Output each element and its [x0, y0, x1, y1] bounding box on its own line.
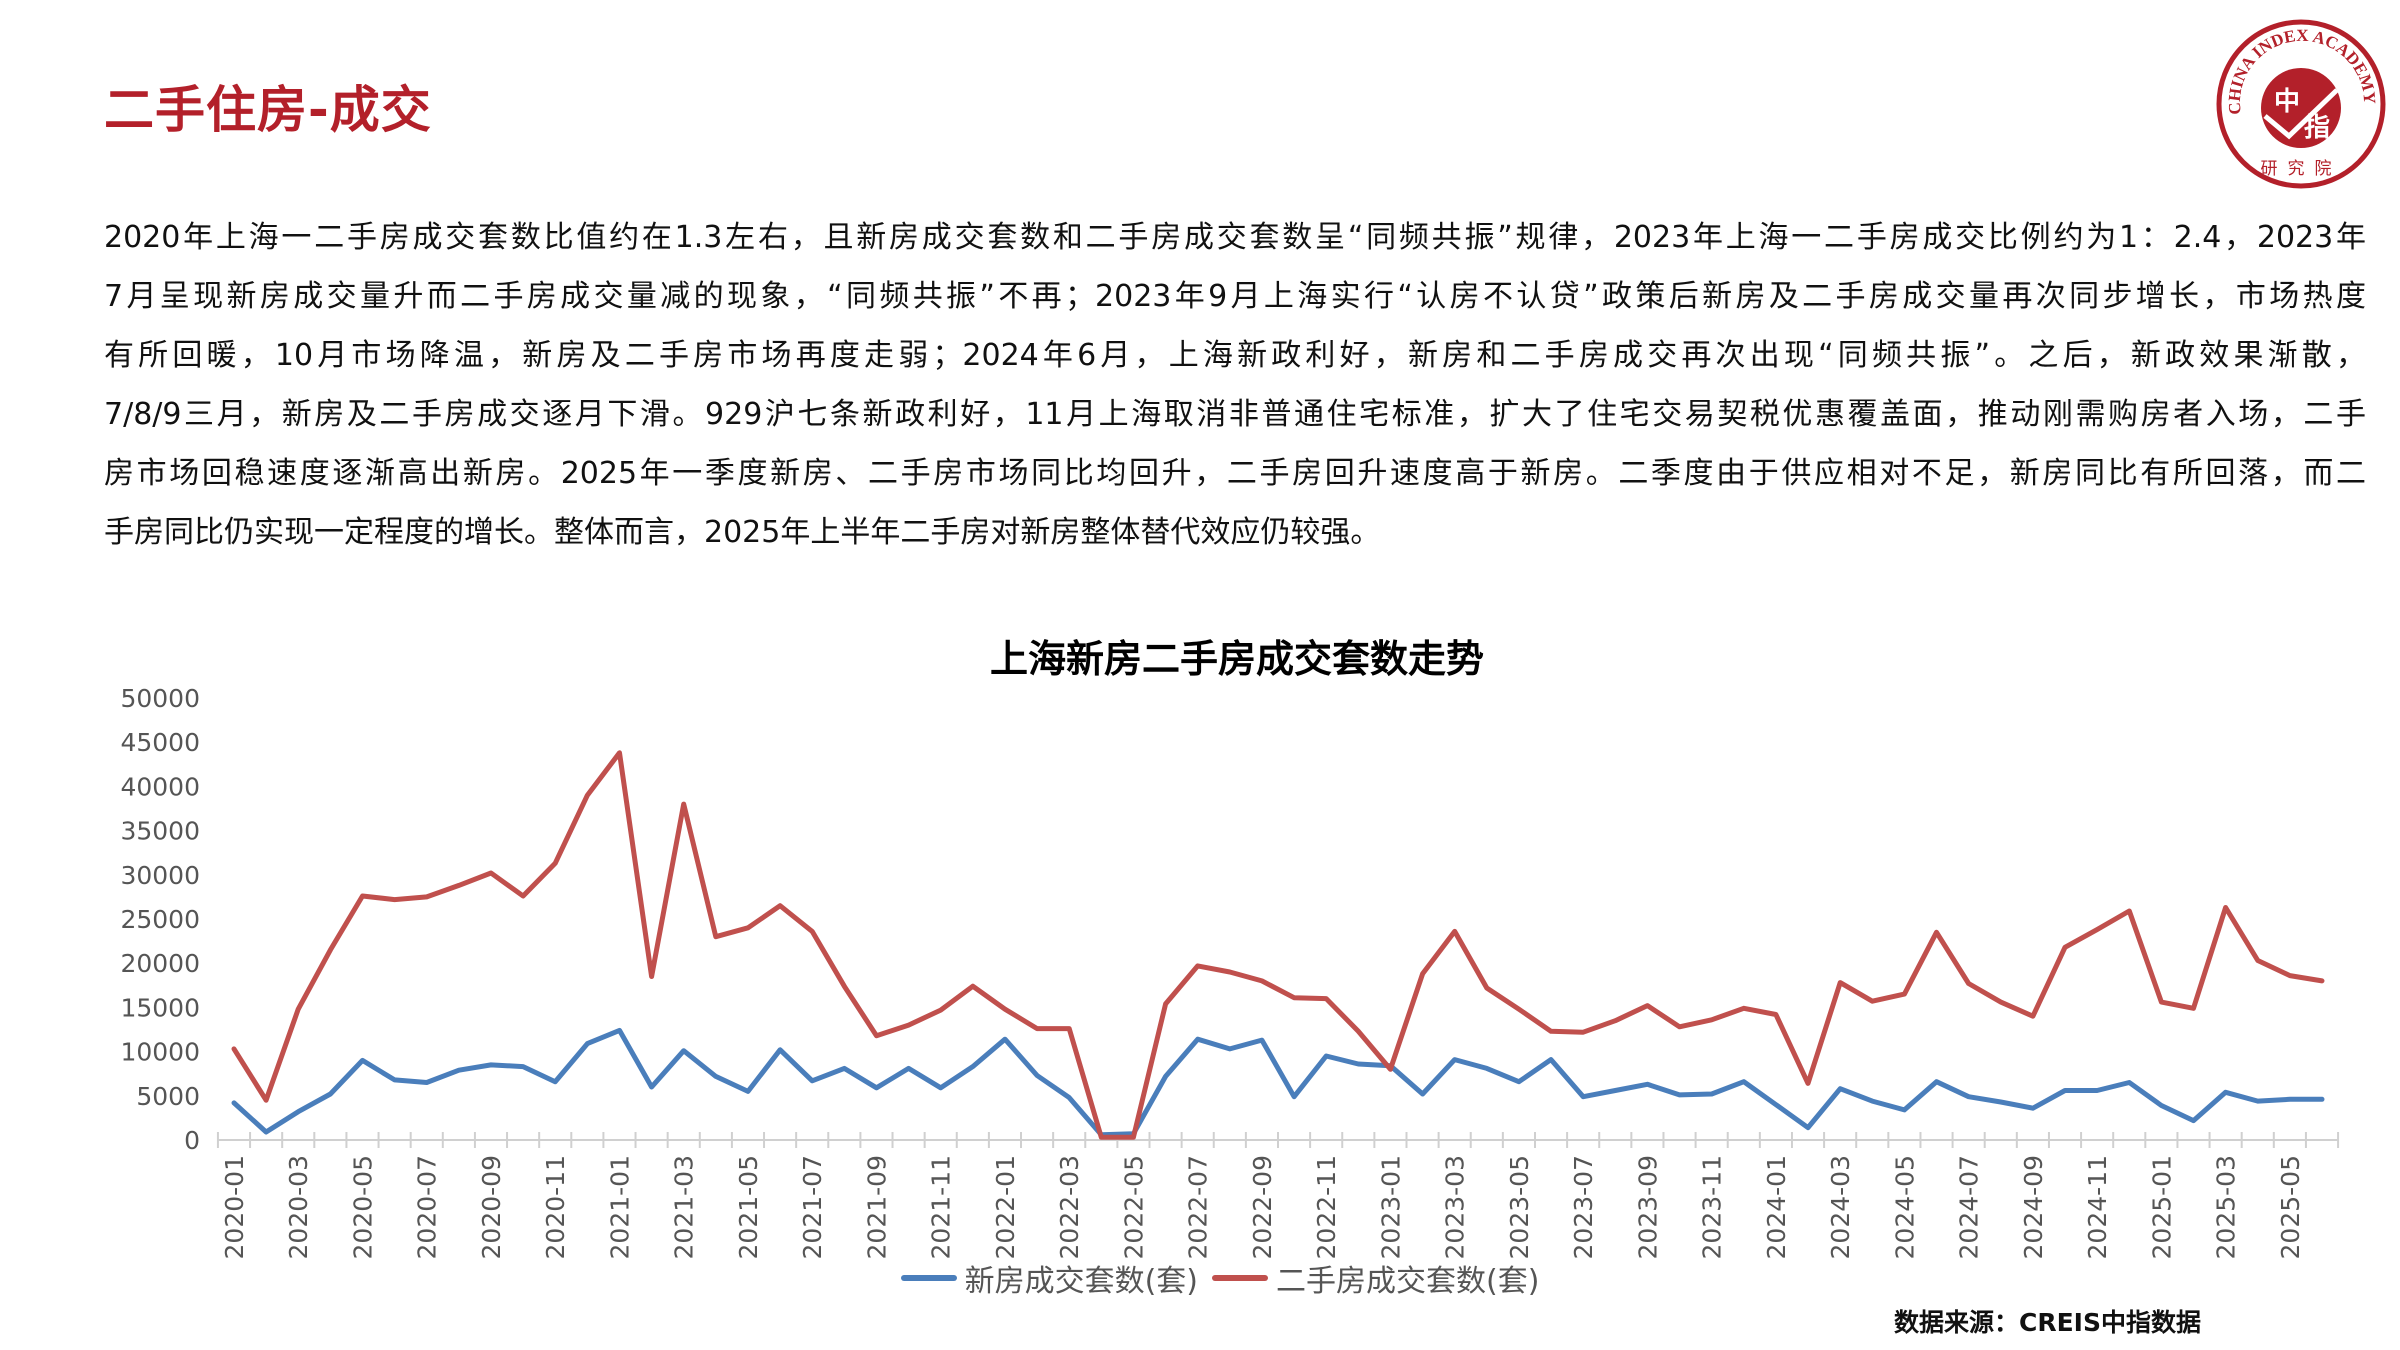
y-tick-label: 15000	[120, 993, 200, 1022]
x-tick-label: 2020-09	[477, 1155, 506, 1259]
x-tick-label: 2020-11	[541, 1155, 570, 1259]
x-tick-label: 2024-03	[1826, 1155, 1855, 1259]
x-tick-label: 2021-11	[927, 1155, 956, 1259]
paragraph-line: 手房同比仍实现一定程度的增长。整体而言，2025年上半年二手房对新房整体替代效应…	[104, 515, 1381, 550]
x-tick-label: 2022-11	[1312, 1155, 1341, 1259]
x-tick-label: 2023-09	[1633, 1155, 1662, 1259]
x-tick-label: 2024-11	[2083, 1155, 2112, 1259]
paragraph-line: 房市场回稳速度逐渐高出新房。2025年一季度新房、二手房市场同比均回升，二手房回…	[104, 456, 2366, 491]
series-line-second-hand	[231, 750, 2325, 1140]
y-tick-label: 35000	[120, 817, 200, 846]
page-title: 二手住房-成交	[104, 81, 432, 139]
x-tick-label: 2020-05	[348, 1155, 377, 1259]
paragraph-line: 7月呈现新房成交量升而二手房成交量减的现象，“同频共振”不再；2023年9月上海…	[104, 279, 2366, 314]
y-tick-label: 40000	[120, 772, 200, 801]
chart-legend: 新房成交套数(套) 二手房成交套数(套)	[0, 1256, 2400, 1300]
x-tick-label: 2024-07	[1955, 1155, 1984, 1259]
data-source-note: 数据来源：CREIS中指数据	[1894, 1308, 2201, 1337]
x-tick-label: 2022-03	[1055, 1155, 1084, 1259]
series-line-new-homes	[231, 1027, 2325, 1138]
x-tick-label: 2023-07	[1569, 1155, 1598, 1259]
x-tick-label: 2025-01	[2147, 1155, 2176, 1259]
legend-item-new-homes: 新房成交套数(套)	[900, 1256, 1198, 1300]
x-tick-label: 2024-01	[1762, 1155, 1791, 1259]
x-tick-label: 2024-05	[1890, 1155, 1919, 1259]
x-tick-label: 2022-01	[991, 1155, 1020, 1259]
x-tick-label: 2025-05	[2276, 1155, 2305, 1259]
x-tick-label: 2022-07	[1184, 1155, 1213, 1259]
y-tick-label: 50000	[120, 684, 200, 713]
svg-text:中: 中	[2274, 87, 2300, 117]
x-tick-label: 2021-05	[734, 1155, 763, 1259]
x-tick-label: 2025-03	[2212, 1155, 2241, 1259]
x-tick-label: 2020-01	[220, 1155, 249, 1259]
x-tick-label: 2020-07	[413, 1155, 442, 1259]
y-tick-label: 30000	[120, 861, 200, 890]
paragraph-line: 7/8/9三月，新房及二手房成交逐月下滑。929沪七条新政利好，11月上海取消非…	[104, 397, 2366, 432]
x-tick-label: 2024-09	[2019, 1155, 2048, 1259]
svg-text:研究院: 研究院	[2261, 159, 2342, 179]
legend-swatch-blue	[900, 1275, 957, 1281]
y-tick-label: 25000	[120, 905, 200, 934]
y-tick-label: 10000	[120, 1038, 200, 1067]
legend-item-second-hand: 二手房成交套数(套)	[1212, 1256, 1539, 1300]
description-paragraph: 2020年上海一二手房成交套数比值约在1.3左右，且新房成交套数和二手房成交套数…	[104, 208, 2366, 562]
x-tick-label: 2021-07	[798, 1155, 827, 1259]
x-tick-label: 2020-03	[284, 1155, 313, 1259]
legend-label: 二手房成交套数(套)	[1276, 1264, 1540, 1299]
chart-title: 上海新房二手房成交套数走势	[989, 637, 1484, 681]
x-tick-label: 2023-11	[1698, 1155, 1727, 1259]
x-tick-label: 2023-01	[1376, 1155, 1405, 1259]
x-tick-label: 2022-05	[1119, 1155, 1148, 1259]
legend-label: 新房成交套数(套)	[964, 1264, 1198, 1299]
x-tick-label: 2023-05	[1505, 1155, 1534, 1259]
y-tick-label: 5000	[136, 1082, 200, 1111]
china-index-academy-logo: CHINA INDEX ACADEMY 中 指 研究院	[2215, 18, 2387, 190]
y-tick-label: 45000	[120, 728, 200, 757]
x-tick-label: 2023-03	[1441, 1155, 1470, 1259]
y-tick-label: 20000	[120, 949, 200, 978]
legend-swatch-red	[1212, 1275, 1268, 1281]
paragraph-line: 有所回暖，10月市场降温，新房及二手房市场再度走弱；2024年6月，上海新政利好…	[104, 338, 2366, 373]
x-tick-label: 2021-03	[670, 1155, 699, 1259]
x-tick-label: 2021-01	[605, 1155, 634, 1259]
paragraph-line: 2020年上海一二手房成交套数比值约在1.3左右，且新房成交套数和二手房成交套数…	[104, 220, 2366, 255]
svg-text:指: 指	[2304, 113, 2330, 143]
y-tick-label: 0	[184, 1126, 200, 1155]
x-tick-label: 2021-09	[862, 1155, 891, 1259]
x-tick-label: 2022-09	[1248, 1155, 1277, 1259]
